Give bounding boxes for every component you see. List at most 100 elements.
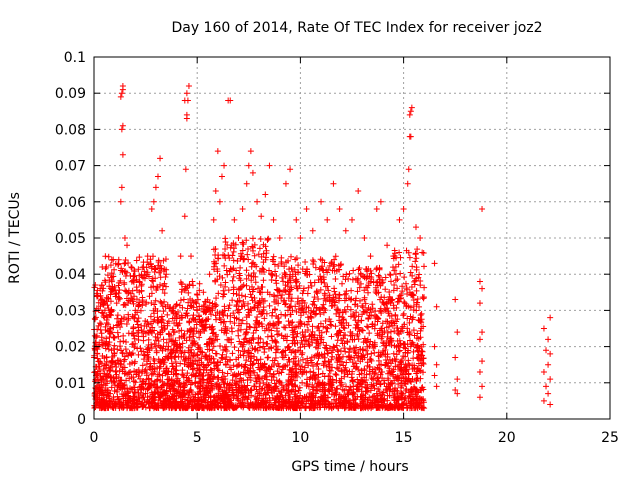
data-point: [280, 397, 287, 404]
data-point: [201, 399, 208, 406]
x-tick-label: 0: [90, 430, 99, 446]
data-point: [180, 380, 187, 387]
data-point: [217, 281, 224, 288]
data-point: [410, 297, 417, 304]
data-point: [259, 308, 266, 315]
data-point: [413, 386, 420, 393]
data-point: [265, 384, 272, 391]
data-point: [140, 356, 147, 363]
data-point: [385, 323, 392, 330]
data-point: [179, 390, 186, 397]
data-point: [372, 370, 379, 377]
data-point: [543, 383, 550, 390]
data-point: [176, 381, 183, 388]
data-point: [353, 321, 360, 328]
data-point: [114, 312, 121, 319]
data-point: [393, 356, 400, 363]
data-point: [230, 290, 237, 297]
data-point: [255, 300, 262, 307]
data-point: [207, 386, 214, 393]
data-point: [313, 390, 320, 397]
data-point: [106, 368, 113, 375]
data-point: [92, 339, 99, 346]
data-point: [379, 375, 386, 382]
data-point: [329, 353, 336, 360]
data-point: [172, 359, 179, 366]
data-point: [419, 249, 426, 256]
data-point: [185, 397, 192, 404]
data-point: [284, 333, 291, 340]
data-point: [413, 378, 420, 385]
data-point: [285, 279, 292, 286]
data-point: [258, 213, 265, 220]
data-point: [293, 216, 300, 223]
data-point: [166, 305, 173, 312]
data-point: [273, 346, 280, 353]
data-point: [271, 261, 278, 268]
data-point: [108, 270, 115, 277]
data-point: [263, 325, 270, 332]
data-point: [319, 353, 326, 360]
data-point: [390, 350, 397, 357]
data-point: [224, 312, 231, 319]
data-point: [219, 377, 226, 384]
data-point: [260, 241, 267, 248]
data-point: [387, 380, 394, 387]
data-point: [250, 336, 257, 343]
data-point: [336, 292, 343, 299]
data-point: [334, 337, 341, 344]
data-point: [311, 334, 318, 341]
data-point: [151, 327, 158, 334]
data-point: [301, 368, 308, 375]
data-point: [295, 395, 302, 402]
data-point: [382, 361, 389, 368]
data-point: [168, 308, 175, 315]
data-point: [288, 374, 295, 381]
data-point: [223, 267, 230, 274]
data-point: [152, 184, 159, 191]
data-point: [417, 312, 424, 319]
data-point: [295, 262, 302, 269]
y-tick-label: 0.07: [55, 159, 86, 175]
data-point: [339, 340, 346, 347]
data-point: [395, 261, 402, 268]
data-point: [243, 282, 250, 289]
data-point: [198, 318, 205, 325]
data-point: [402, 381, 409, 388]
data-point: [138, 273, 145, 280]
data-point: [335, 365, 342, 372]
data-point: [166, 385, 173, 392]
data-point: [167, 400, 174, 407]
data-point: [149, 253, 156, 260]
data-point: [98, 282, 105, 289]
data-point: [107, 325, 114, 332]
data-point: [350, 267, 357, 274]
data-point: [357, 381, 364, 388]
data-point: [261, 315, 268, 322]
data-point: [352, 324, 359, 331]
data-point: [398, 357, 405, 364]
data-point: [345, 391, 352, 398]
data-point: [319, 379, 326, 386]
data-point: [303, 380, 310, 387]
data-point: [384, 353, 391, 360]
data-point: [237, 284, 244, 291]
data-point: [413, 264, 420, 271]
data-point: [147, 366, 154, 373]
data-point: [186, 282, 193, 289]
data-point: [304, 321, 311, 328]
data-point: [304, 360, 311, 367]
data-point: [348, 354, 355, 361]
data-point: [110, 374, 117, 381]
data-point: [114, 315, 121, 322]
data-point: [412, 390, 419, 397]
data-point: [133, 257, 140, 264]
data-point: [367, 338, 374, 345]
data-point: [417, 282, 424, 289]
data-point: [104, 295, 111, 302]
data-point: [314, 397, 321, 404]
data-point: [118, 90, 125, 97]
data-point: [122, 302, 129, 309]
data-point: [326, 361, 333, 368]
data-point: [213, 392, 220, 399]
